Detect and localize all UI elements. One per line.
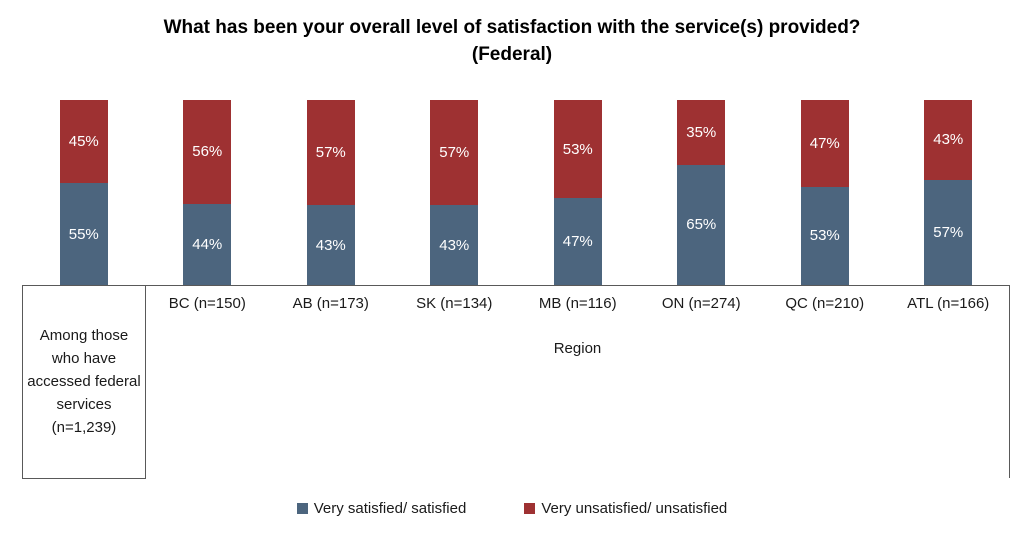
stacked-bar: 43% 57% [924, 100, 973, 285]
chart-title-line1: What has been your overall level of sati… [163, 17, 861, 38]
segment-unsatisfied: 57% [430, 100, 479, 206]
stacked-bar: 57% 43% [430, 100, 479, 285]
stacked-bar: 45% 55% [59, 100, 108, 285]
segment-unsatisfied: 43% [924, 100, 973, 180]
chart-title: What has been your overall level of sati… [0, 14, 1024, 68]
segment-satisfied: 44% [183, 203, 232, 285]
category-label: ON (n=274) [661, 295, 741, 312]
segment-unsatisfied: 53% [553, 100, 602, 199]
plot-area: 45% 55% 56% 44% 57% 43% 57% 43% 53% 47% 35% 65% 47% 5… [22, 100, 1010, 285]
stacked-bar: 57% 43% [306, 100, 355, 285]
category-label: BC (n=150) [168, 295, 246, 312]
legend-swatch [296, 503, 308, 514]
stacked-bar: 47% 53% [800, 100, 849, 285]
category-label: ATL (n=166) [907, 295, 990, 312]
axis-group-label: Region [553, 340, 602, 357]
legend-label-satisfied: Very satisfied/ satisfied [313, 500, 467, 517]
segment-unsatisfied: 57% [306, 100, 355, 206]
category-label: MB (n=116) [538, 295, 617, 312]
axis-border-right [1009, 285, 1010, 478]
segment-satisfied: 43% [306, 205, 355, 285]
segment-satisfied: 47% [553, 198, 602, 285]
x-axis-line [22, 285, 1010, 286]
segment-unsatisfied: 56% [183, 100, 232, 204]
segment-unsatisfied: 47% [800, 100, 849, 187]
segment-satisfied: 43% [430, 205, 479, 285]
segment-unsatisfied: 45% [59, 100, 108, 184]
stacked-bar: 35% 65% [677, 100, 726, 285]
axis-border-bottom [22, 478, 146, 479]
stacked-bar: 53% 47% [553, 100, 602, 285]
legend-item-unsatisfied: Very unsatisfied/ unsatisfied [524, 500, 727, 517]
legend-swatch [524, 503, 536, 514]
segment-unsatisfied: 35% [677, 100, 726, 165]
category-label: SK (n=134) [416, 295, 493, 312]
category-labels-row: BC (n=150) AB (n=173) SK (n=134) MB (n=116)… [22, 285, 1010, 478]
segment-satisfied: 55% [59, 183, 108, 285]
legend: Very satisfied/ satisfied Very unsatisfi… [0, 500, 1024, 517]
axis-border-left [22, 285, 23, 478]
category-label: AB (n=173) [292, 295, 369, 312]
segment-satisfied: 53% [800, 186, 849, 285]
stacked-bar: 56% 44% [183, 100, 232, 285]
axis-category-divider [145, 285, 146, 478]
category-label: QC (n=210) [785, 295, 865, 312]
category-label-overall: Among those who have accessed federal se… [27, 327, 141, 436]
chart-title-line2: (Federal) [471, 44, 553, 65]
segment-satisfied: 65% [677, 164, 726, 285]
legend-label-unsatisfied: Very unsatisfied/ unsatisfied [541, 500, 728, 517]
legend-item-satisfied: Very satisfied/ satisfied [296, 500, 467, 517]
segment-satisfied: 57% [924, 179, 973, 285]
